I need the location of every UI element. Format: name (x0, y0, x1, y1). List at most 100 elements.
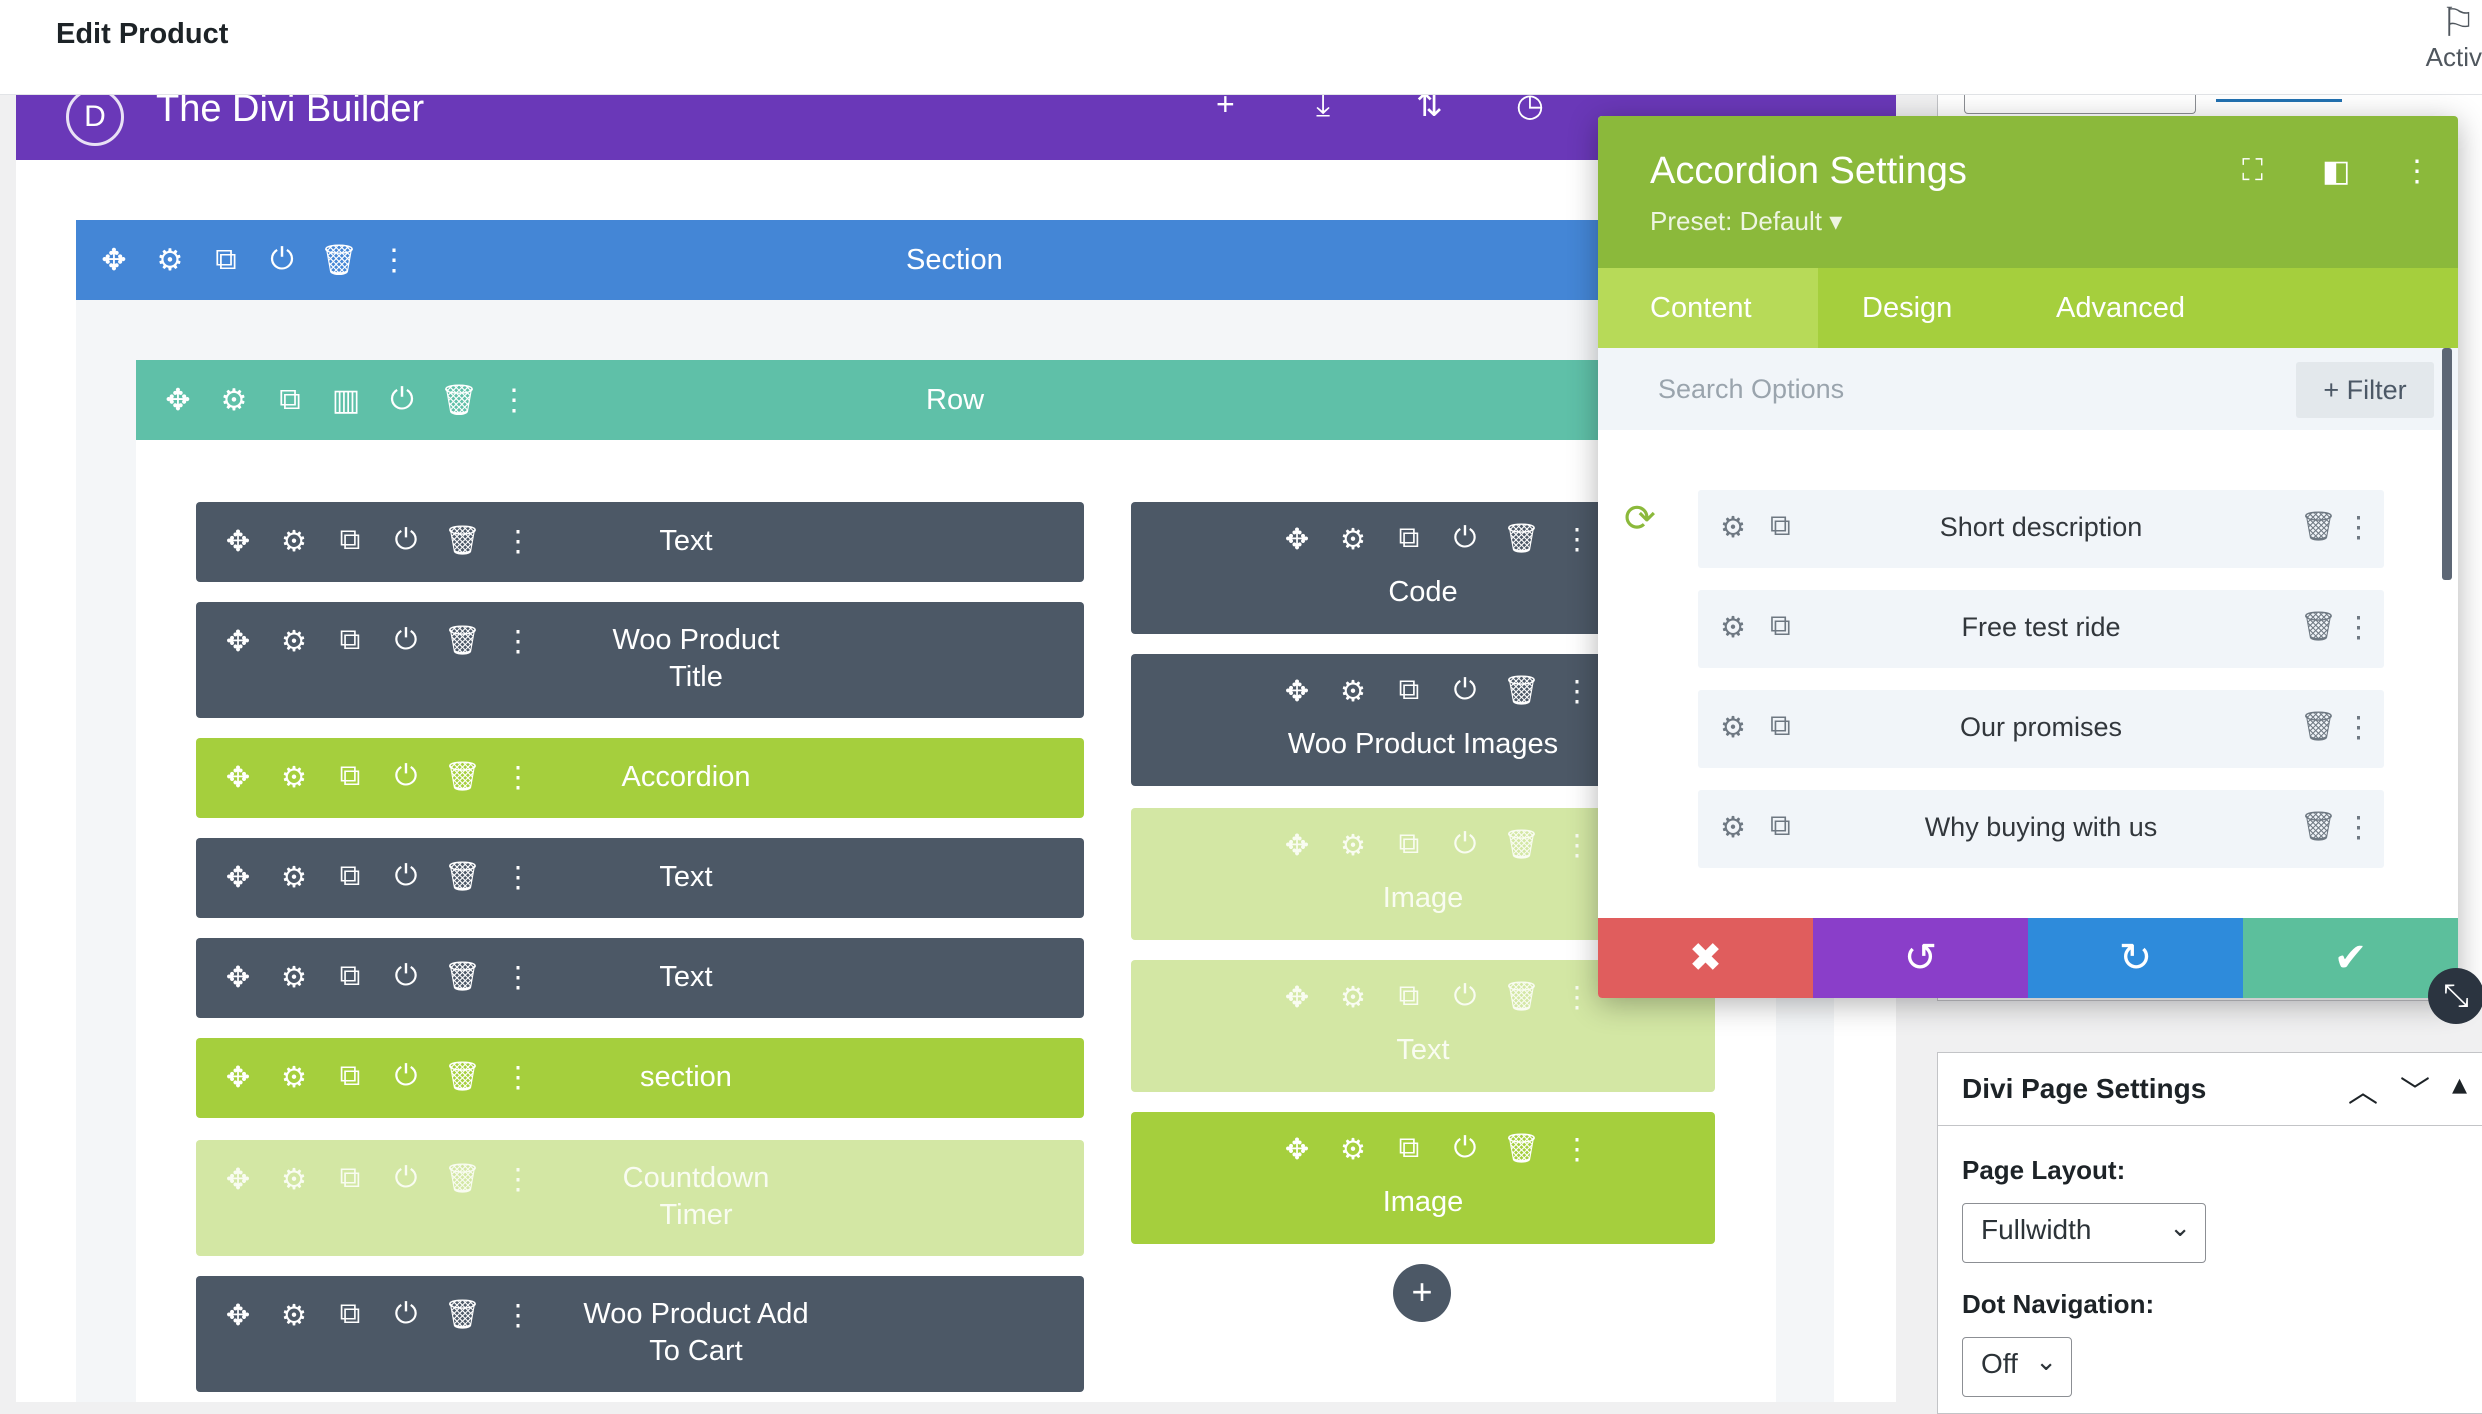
page-settings-header[interactable]: Divi Page Settings ︿ ﹀ ▴ (1938, 1053, 2482, 1126)
gear-icon[interactable]: ⚙ (156, 243, 184, 277)
gear-icon[interactable]: ⚙ (281, 526, 307, 558)
chevron-down-icon[interactable]: ﹀ (2400, 1076, 2430, 1109)
more-icon[interactable]: ⋮ (1562, 676, 1592, 708)
duplicate-icon[interactable]: ⧉ (1398, 1132, 1420, 1164)
discard-button[interactable]: ✖ (1598, 918, 1813, 998)
gear-icon[interactable]: ⚙ (281, 962, 307, 994)
duplicate-icon[interactable]: ⧉ (1770, 610, 1791, 642)
trash-icon[interactable]: 🗑 (444, 861, 481, 893)
redo-button[interactable]: ↻ (2028, 918, 2243, 998)
more-icon[interactable]: ⋮ (503, 526, 533, 558)
module-left-2[interactable]: ✥ ⚙ ⧉ ⏻ 🗑 ⋮ Woo Product Title (196, 602, 1084, 718)
filter-button[interactable]: + Filter (2296, 362, 2434, 418)
load-icon[interactable]: ⤓ (1316, 86, 1331, 122)
duplicate-icon[interactable]: ⧉ (279, 383, 301, 416)
trash-icon[interactable]: 🗑 (320, 243, 359, 277)
fullscreen-icon[interactable]: ⛶ (2242, 154, 2263, 187)
save-icon[interactable]: ⏻ (1453, 522, 1477, 554)
gear-icon[interactable]: ⚙ (281, 626, 307, 658)
module-right-5[interactable]: ✥ ⚙ ⧉ ⏻ 🗑 ⋮ Image (1131, 1112, 1715, 1244)
tab-advanced[interactable]: Advanced (2056, 292, 2185, 324)
more-icon[interactable]: ⋮ (1562, 524, 1592, 556)
trash-icon[interactable]: 🗑 (444, 625, 481, 657)
undo-button[interactable]: ↺ (1813, 918, 2028, 998)
gear-icon[interactable]: ⚙ (1340, 1134, 1366, 1166)
caret-up-icon[interactable]: ▴ (2452, 1068, 2468, 1101)
more-icon[interactable]: ⋮ (1562, 982, 1592, 1014)
trash-icon[interactable]: 🗑 (1503, 675, 1540, 707)
duplicate-icon[interactable]: ⧉ (1398, 522, 1420, 554)
save-icon[interactable]: ⏻ (390, 383, 414, 416)
move-icon[interactable]: ✥ (1284, 830, 1310, 862)
duplicate-icon[interactable]: ⧉ (339, 760, 361, 792)
trash-icon[interactable]: 🗑 (2300, 811, 2337, 843)
save-changes-button[interactable]: ✔ (2243, 918, 2458, 998)
more-icon[interactable]: ⋮ (2344, 812, 2373, 844)
more-icon[interactable]: ⋮ (503, 1164, 533, 1196)
tab-content[interactable]: Content (1598, 268, 1818, 348)
gear-icon[interactable]: ⚙ (220, 383, 248, 417)
search-options-input[interactable]: Search Options (1658, 374, 1845, 404)
sidebar-field[interactable] (1964, 95, 2196, 114)
duplicate-icon[interactable]: ⧉ (1398, 980, 1420, 1012)
snap-sidebar-icon[interactable]: ◧ (2322, 155, 2351, 188)
preset-dropdown[interactable]: Preset: Default ▾ (1650, 206, 1843, 236)
move-icon[interactable]: ✥ (225, 526, 251, 558)
module-left-5[interactable]: ✥ ⚙ ⧉ ⏻ 🗑 ⋮ Text (196, 938, 1084, 1018)
duplicate-icon[interactable]: ⧉ (1770, 510, 1791, 542)
module-left-8[interactable]: ✥ ⚙ ⧉ ⏻ 🗑 ⋮ Woo Product Add To Cart (196, 1276, 1084, 1392)
row-bar[interactable]: ✥ ⚙ ⧉ ▥ ⏻ 🗑 ⋮ Row (136, 360, 1636, 440)
save-icon[interactable]: ⏻ (394, 1060, 418, 1092)
save-icon[interactable]: ⏻ (394, 624, 418, 656)
trash-icon[interactable]: 🗑 (440, 383, 479, 417)
module-left-4[interactable]: ✥ ⚙ ⧉ ⏻ 🗑 ⋮ Text (196, 838, 1084, 918)
trash-icon[interactable]: 🗑 (444, 961, 481, 993)
tab-design[interactable]: Design (1862, 292, 1953, 324)
trash-icon[interactable]: 🗑 (1503, 1133, 1540, 1165)
trash-icon[interactable]: 🗑 (444, 1061, 481, 1093)
trash-icon[interactable]: 🗑 (2300, 611, 2337, 643)
duplicate-icon[interactable]: ⧉ (339, 1060, 361, 1092)
more-icon[interactable]: ⋮ (503, 1062, 533, 1094)
move-icon[interactable]: ✥ (225, 962, 251, 994)
trash-icon[interactable]: 🗑 (444, 1299, 481, 1331)
sync-icon[interactable]: ⟳ (1624, 498, 1656, 540)
trash-icon[interactable]: 🗑 (2300, 711, 2337, 743)
duplicate-icon[interactable]: ⧉ (215, 243, 237, 276)
module-left-6[interactable]: ✥ ⚙ ⧉ ⏻ 🗑 ⋮ section (196, 1038, 1084, 1118)
save-icon[interactable]: ⏻ (1453, 674, 1477, 706)
more-icon[interactable]: ⋮ (1562, 830, 1592, 862)
accordion-item[interactable]: Our promises ⚙ ⧉ 🗑 ⋮ (1698, 690, 2384, 768)
gear-icon[interactable]: ⚙ (281, 1062, 307, 1094)
more-icon[interactable]: ⋮ (379, 243, 409, 277)
trash-icon[interactable]: 🗑 (1503, 523, 1540, 555)
more-icon[interactable]: ⋮ (503, 862, 533, 894)
more-icon[interactable]: ⋮ (503, 962, 533, 994)
save-icon[interactable]: ⏻ (394, 524, 418, 556)
add-icon[interactable]: + (1216, 86, 1235, 122)
trash-icon[interactable]: 🗑 (444, 525, 481, 557)
gear-icon[interactable]: ⚙ (1340, 524, 1366, 556)
move-icon[interactable]: ✥ (225, 1164, 251, 1196)
trash-icon[interactable]: 🗑 (2300, 511, 2337, 543)
move-icon[interactable]: ✥ (225, 1062, 251, 1094)
gear-icon[interactable]: ⚙ (1720, 512, 1746, 544)
gear-icon[interactable]: ⚙ (1340, 830, 1366, 862)
duplicate-icon[interactable]: ⧉ (339, 524, 361, 556)
more-icon[interactable]: ⋮ (499, 383, 529, 417)
save-icon[interactable]: ⏻ (1453, 980, 1477, 1012)
save-icon[interactable]: ⏻ (394, 1162, 418, 1194)
modal-scrollbar[interactable] (2442, 348, 2452, 580)
sidebar-link[interactable] (2216, 99, 2342, 102)
add-module-button[interactable]: + (1393, 1264, 1451, 1322)
gear-icon[interactable]: ⚙ (281, 762, 307, 794)
more-icon[interactable]: ⋮ (2402, 155, 2432, 188)
more-icon[interactable]: ⋮ (503, 762, 533, 794)
duplicate-icon[interactable]: ⧉ (339, 1162, 361, 1194)
gear-icon[interactable]: ⚙ (281, 1164, 307, 1196)
accordion-item[interactable]: Short description ⚙ ⧉ 🗑 ⋮ (1698, 490, 2384, 568)
columns-icon[interactable]: ▥ (331, 383, 361, 417)
gear-icon[interactable]: ⚙ (281, 862, 307, 894)
duplicate-icon[interactable]: ⧉ (339, 860, 361, 892)
accordion-item[interactable]: Why buying with us ⚙ ⧉ 🗑 ⋮ (1698, 790, 2384, 868)
